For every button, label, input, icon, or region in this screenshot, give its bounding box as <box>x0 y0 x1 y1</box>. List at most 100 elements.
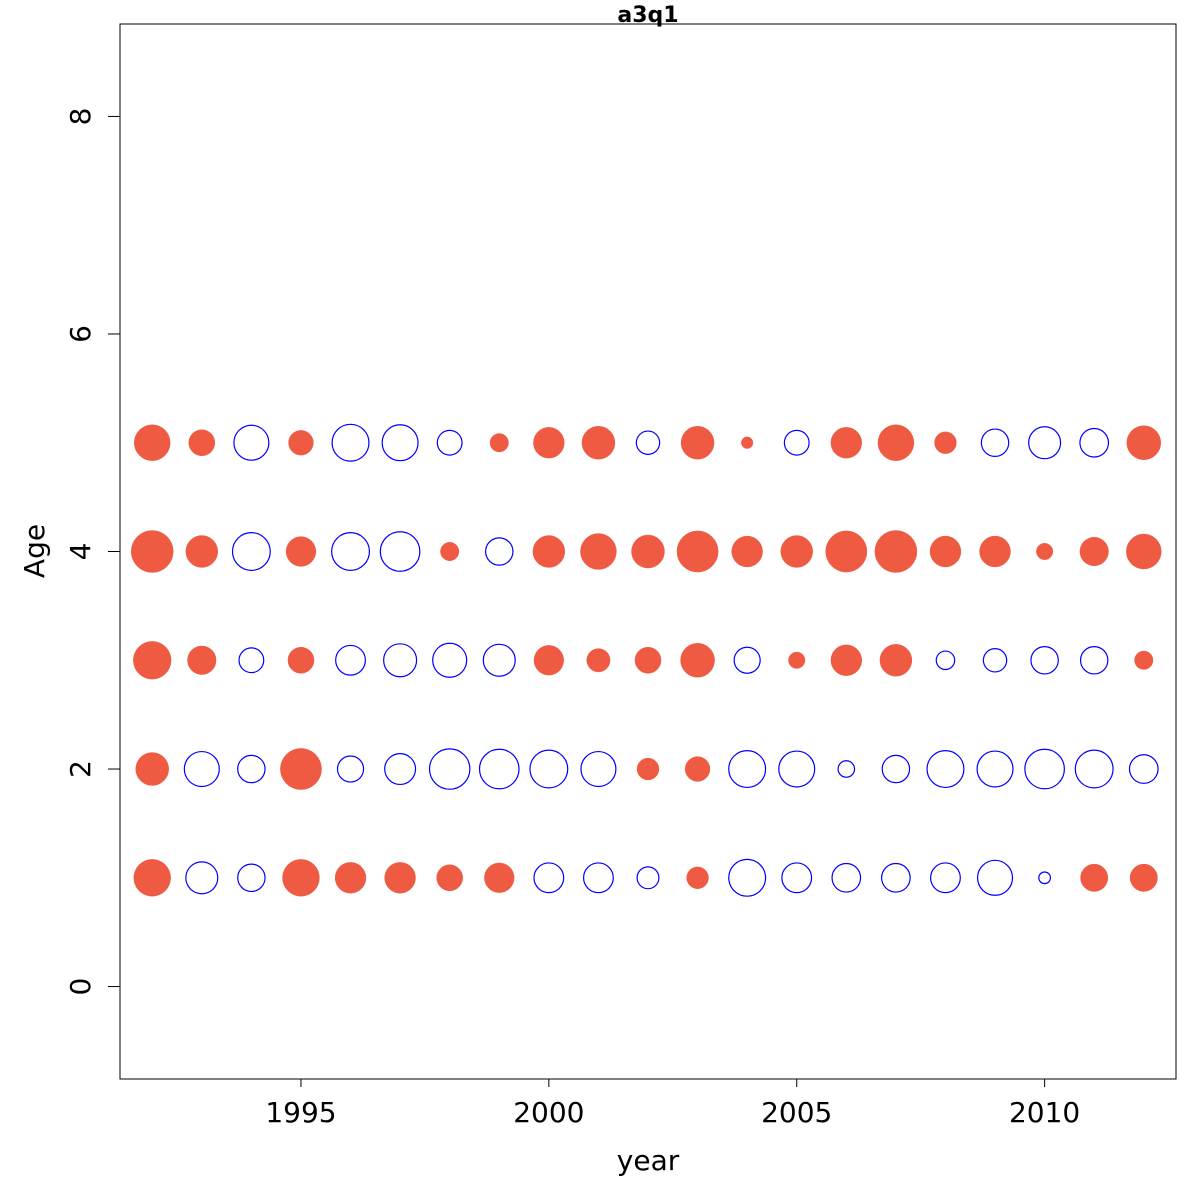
positive-residual-bubble <box>1129 863 1158 892</box>
positive-residual-bubble <box>285 536 317 567</box>
negative-residual-bubble <box>728 750 767 789</box>
negative-residual-bubble <box>185 861 219 895</box>
positive-residual-bubble <box>1079 536 1109 567</box>
positive-residual-bubble <box>133 641 172 680</box>
positive-residual-bubble <box>580 533 617 570</box>
positive-residual-bubble <box>134 424 171 461</box>
negative-residual-bubble <box>582 862 614 894</box>
y-tick-label: 8 <box>64 108 97 126</box>
positive-residual-bubble <box>1036 543 1054 560</box>
positive-residual-bubble <box>680 426 715 460</box>
positive-residual-bubble <box>188 429 216 457</box>
y-tick-label: 6 <box>64 325 97 343</box>
negative-residual-bubble <box>881 754 911 784</box>
positive-residual-bubble <box>130 530 174 573</box>
positive-residual-bubble <box>830 427 862 459</box>
x-tick-label: 2010 <box>1009 1096 1080 1129</box>
negative-residual-bubble <box>233 424 270 461</box>
negative-residual-bubble <box>335 644 366 676</box>
negative-residual-bubble <box>482 643 516 677</box>
negative-residual-bubble <box>1079 646 1109 675</box>
negative-residual-bubble <box>778 750 816 788</box>
positive-residual-bubble <box>684 756 711 782</box>
negative-residual-bubble <box>238 647 265 674</box>
negative-residual-bubble <box>1074 749 1114 789</box>
negative-residual-bubble <box>783 429 810 456</box>
positive-residual-bubble <box>686 866 709 889</box>
negative-residual-bubble <box>379 531 421 572</box>
positive-residual-bubble <box>533 645 564 676</box>
negative-residual-bubble <box>837 760 856 778</box>
negative-residual-bubble <box>976 859 1014 896</box>
positive-residual-bubble <box>877 424 915 461</box>
x-tick-label: 1995 <box>265 1096 336 1129</box>
negative-residual-bubble <box>580 750 617 788</box>
y-axis-title: Age <box>18 524 51 578</box>
positive-residual-bubble <box>1126 533 1162 570</box>
x-axis: 1995 2000 2005 2010 <box>265 1079 1080 1129</box>
negative-residual-bubble <box>336 755 365 783</box>
negative-residual-bubble <box>636 866 660 890</box>
negative-residual-bubble <box>237 754 266 784</box>
positive-residual-bubble <box>185 535 219 568</box>
x-tick-label: 2005 <box>761 1096 832 1129</box>
y-tick-label: 0 <box>64 978 97 996</box>
y-tick-label: 2 <box>64 760 97 778</box>
bubbles <box>130 423 1162 897</box>
negative-residual-bubble <box>781 862 813 894</box>
positive-residual-bubble <box>830 644 862 676</box>
positive-residual-bubble <box>586 648 611 673</box>
positive-residual-bubble <box>825 530 868 573</box>
positive-residual-bubble <box>484 862 515 893</box>
positive-residual-bubble <box>287 646 315 674</box>
positive-residual-bubble <box>581 426 616 460</box>
positive-residual-bubble <box>440 542 460 561</box>
positive-residual-bubble <box>731 535 763 568</box>
positive-residual-bubble <box>934 431 957 454</box>
negative-residual-bubble <box>183 750 220 788</box>
negative-residual-bubble <box>529 749 569 789</box>
positive-residual-bubble <box>1080 863 1109 892</box>
positive-residual-bubble <box>680 643 715 678</box>
negative-residual-bubble <box>384 753 417 786</box>
negative-residual-bubble <box>381 424 419 462</box>
negative-residual-bubble <box>733 646 761 674</box>
positive-residual-bubble <box>788 651 806 669</box>
positive-residual-bubble <box>979 535 1011 568</box>
positive-residual-bubble <box>384 862 416 894</box>
positive-residual-bubble <box>280 748 322 790</box>
negative-residual-bubble <box>1079 427 1110 458</box>
positive-residual-bubble <box>533 427 565 459</box>
negative-residual-bubble <box>231 532 271 571</box>
positive-residual-bubble <box>282 859 320 897</box>
positive-residual-bubble <box>874 530 918 573</box>
negative-residual-bubble <box>831 862 862 893</box>
positive-residual-bubble <box>133 859 171 897</box>
positive-residual-bubble <box>187 645 217 675</box>
y-axis: 0 2 4 6 8 <box>64 108 120 996</box>
positive-residual-bubble <box>631 534 665 569</box>
positive-residual-bubble <box>1134 650 1154 670</box>
negative-residual-bubble <box>728 858 767 897</box>
positive-residual-bubble <box>676 530 719 573</box>
negative-residual-bubble <box>980 428 1010 457</box>
negative-residual-bubble <box>930 862 961 894</box>
negative-residual-bubble <box>635 430 661 455</box>
negative-residual-bubble <box>331 532 371 571</box>
negative-residual-bubble <box>1028 426 1062 460</box>
negative-residual-bubble <box>976 750 1014 788</box>
negative-residual-bubble <box>331 423 370 462</box>
positive-residual-bubble <box>879 644 913 677</box>
negative-residual-bubble <box>935 650 956 671</box>
negative-residual-bubble <box>485 537 514 566</box>
positive-residual-bubble <box>532 535 566 568</box>
negative-residual-bubble <box>383 643 418 678</box>
negative-residual-bubble <box>881 862 911 893</box>
negative-residual-bubble <box>982 648 1008 673</box>
x-axis-title: year <box>617 1144 680 1177</box>
negative-residual-bubble <box>428 748 471 790</box>
positive-residual-bubble <box>334 862 367 894</box>
negative-residual-bubble <box>533 862 565 894</box>
negative-residual-bubble <box>1024 748 1065 790</box>
